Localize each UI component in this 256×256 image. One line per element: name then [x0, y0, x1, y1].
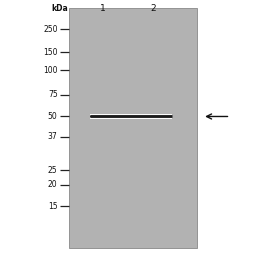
Bar: [90, 116, 172, 117]
Text: 15: 15: [48, 201, 58, 211]
Bar: [90, 115, 172, 116]
Text: 150: 150: [43, 48, 58, 57]
Text: 37: 37: [48, 132, 58, 142]
Text: 25: 25: [48, 166, 58, 175]
Bar: [90, 116, 172, 117]
Bar: [90, 118, 172, 119]
Text: 2: 2: [151, 4, 156, 14]
Bar: [90, 117, 172, 118]
Text: 50: 50: [48, 112, 58, 121]
Text: 1: 1: [100, 4, 105, 14]
Text: 20: 20: [48, 180, 58, 189]
Bar: [90, 114, 172, 115]
Bar: [90, 117, 172, 118]
Text: 100: 100: [43, 66, 58, 75]
Bar: [90, 114, 172, 115]
Bar: [90, 116, 172, 117]
Bar: [69, 8, 197, 248]
Bar: [90, 115, 172, 116]
Bar: [90, 114, 172, 115]
Bar: [90, 118, 172, 119]
Bar: [90, 117, 172, 118]
Bar: [90, 118, 172, 119]
Bar: [90, 115, 172, 116]
Text: 75: 75: [48, 90, 58, 99]
Text: kDa: kDa: [52, 4, 69, 14]
Bar: [90, 117, 172, 118]
Text: 250: 250: [43, 25, 58, 34]
